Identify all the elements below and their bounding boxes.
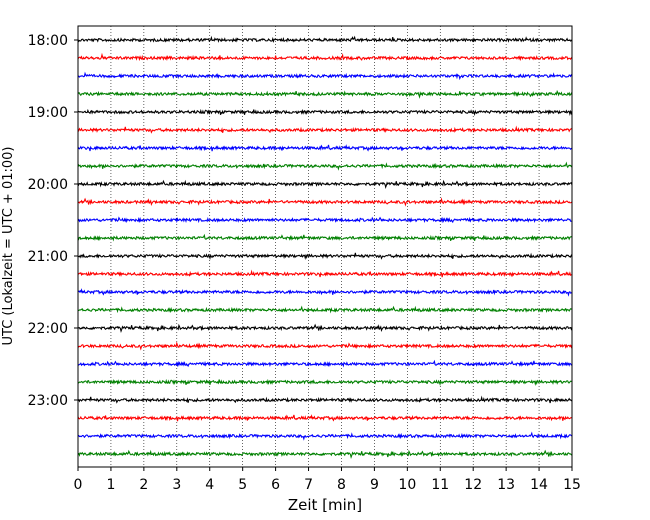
y-axis-ticks: 18:00 19:00 20:00 21:00 22:00 23:00	[28, 33, 78, 409]
trace-1800	[77, 35, 573, 44]
trace-1945	[77, 161, 573, 171]
x-tick-label-12: 12	[464, 477, 482, 493]
trace-2300	[77, 395, 573, 404]
trace-1930	[77, 144, 573, 152]
trace-2045	[77, 233, 573, 242]
trace-2100	[77, 252, 573, 260]
y-tick-label-5: 23:00	[28, 393, 68, 409]
trace-2230	[77, 359, 573, 368]
trace-2245	[77, 378, 573, 386]
y-axis-label: UTC (Lokalzeit = UTC + 01:00)	[1, 147, 16, 346]
trace-1830	[77, 71, 573, 81]
trace-2130	[77, 288, 573, 297]
trace-1845	[77, 89, 573, 99]
trace-2200	[77, 323, 573, 333]
x-tick-label-15: 15	[563, 477, 581, 493]
x-axis-ticks: 0 1 2 3 4 5 6 7 8 9 10 11 12 13 14 15	[74, 467, 581, 493]
trace-2330	[77, 431, 573, 441]
x-tick-label-6: 6	[271, 477, 280, 493]
trace-2145	[77, 305, 573, 314]
x-tick-label-4: 4	[205, 477, 214, 493]
trace-2315	[77, 414, 573, 422]
trace-1815	[77, 52, 573, 62]
x-tick-label-8: 8	[337, 477, 346, 493]
trace-2345	[77, 449, 573, 459]
x-tick-label-1: 1	[106, 477, 115, 493]
x-tick-label-2: 2	[139, 477, 148, 493]
x-tick-label-13: 13	[497, 477, 515, 493]
x-tick-label-10: 10	[398, 477, 416, 493]
x-tick-label-9: 9	[370, 477, 379, 493]
trace-2115	[77, 269, 573, 278]
x-tick-label-11: 11	[431, 477, 449, 493]
trace-1900	[77, 108, 573, 116]
trace-2000	[77, 179, 573, 189]
x-tick-label-7: 7	[304, 477, 313, 493]
trace-2015	[77, 197, 573, 207]
trace-2215	[77, 341, 573, 351]
x-tick-label-14: 14	[530, 477, 548, 493]
plot-background	[78, 26, 572, 467]
y-tick-label-3: 21:00	[28, 249, 68, 265]
y-tick-label-1: 19:00	[28, 105, 68, 121]
plot-frame	[77, 25, 573, 468]
y-tick-label-0: 18:00	[28, 33, 68, 49]
x-tick-label-3: 3	[172, 477, 181, 493]
x-tick-label-0: 0	[74, 477, 83, 493]
trace-1915	[77, 125, 573, 134]
x-tick-label-5: 5	[238, 477, 247, 493]
x-axis-label: Zeit [min]	[288, 496, 362, 514]
y-tick-label-4: 22:00	[28, 321, 68, 337]
y-tick-label-2: 20:00	[28, 177, 68, 193]
trace-2030	[77, 216, 572, 224]
seismic-traces	[77, 35, 573, 459]
